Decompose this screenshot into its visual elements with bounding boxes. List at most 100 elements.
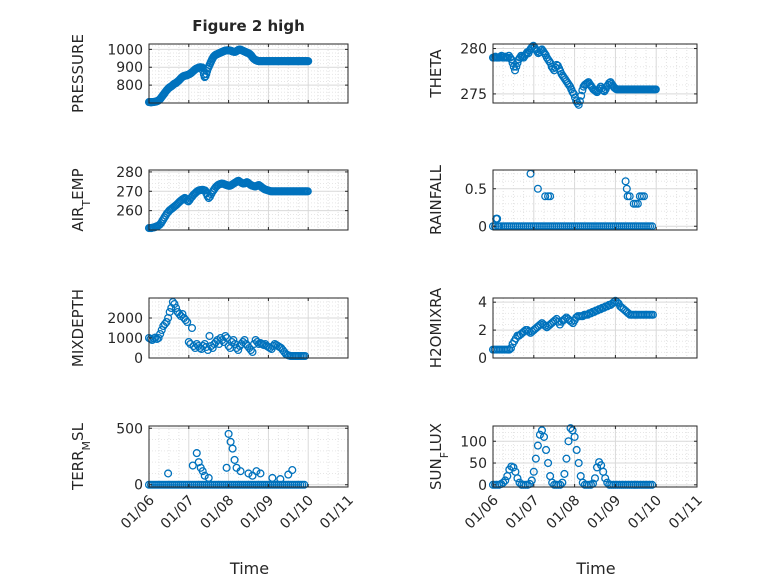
y-tick-label: 260 — [116, 204, 143, 220]
data-markers — [144, 297, 310, 361]
data-point — [208, 343, 217, 353]
data-markers — [144, 45, 313, 107]
y-tick-label: 2 — [478, 323, 487, 339]
data-point — [221, 331, 230, 341]
y-tick-label: 0 — [134, 351, 143, 367]
data-point — [524, 327, 533, 336]
data-point — [541, 321, 550, 330]
y-axis-label: H2OMIXRA — [427, 287, 445, 368]
data-point — [512, 62, 521, 71]
axes-box — [492, 43, 698, 104]
data-point — [564, 80, 573, 89]
data-point — [178, 309, 187, 319]
data-point — [562, 454, 571, 463]
axes-box — [148, 425, 349, 488]
data-point — [566, 424, 575, 433]
data-point — [531, 454, 540, 463]
data-point — [224, 429, 233, 438]
subplot-4: 0 0.5 RAINFALL — [427, 164, 698, 235]
axes-box — [148, 43, 349, 104]
data-point — [236, 467, 245, 476]
data-point — [181, 315, 190, 325]
data-point — [168, 297, 177, 307]
data-point — [560, 314, 569, 323]
data-point — [183, 317, 192, 327]
data-point — [574, 458, 583, 468]
data-point — [541, 192, 550, 201]
data-point — [560, 469, 569, 478]
data-point — [648, 310, 657, 319]
y-axis-label: TERRMSL — [69, 422, 93, 491]
data-point — [188, 461, 197, 470]
data-point — [304, 57, 313, 66]
data-markers — [488, 296, 657, 354]
data-point — [156, 329, 165, 339]
figure-title: Figure 2 high — [192, 17, 305, 35]
data-point — [625, 192, 634, 201]
y-tick-label: 0 — [478, 478, 487, 494]
data-point — [633, 199, 642, 208]
data-point — [200, 471, 209, 480]
data-point — [160, 319, 169, 329]
y-tick-label: 0 — [478, 219, 487, 235]
data-point — [493, 214, 502, 223]
data-point — [499, 53, 509, 62]
data-point — [506, 344, 516, 353]
axes-box — [492, 425, 698, 488]
data-point — [268, 473, 277, 483]
axes-box — [148, 169, 349, 231]
data-point — [172, 303, 181, 313]
y-tick-label: 280 — [460, 42, 487, 58]
data-point — [510, 66, 520, 75]
data-point — [157, 325, 166, 335]
data-point — [175, 309, 184, 319]
data-point — [154, 333, 163, 343]
y-axis-label: PRESSURE — [69, 34, 87, 113]
data-point — [575, 97, 584, 106]
data-point — [570, 432, 579, 441]
data-point — [621, 177, 630, 186]
axes-box — [148, 297, 349, 359]
y-tick-label: 0.5 — [465, 182, 487, 198]
data-point — [501, 476, 510, 485]
data-point — [648, 480, 657, 489]
y-tick-label: 50 — [469, 456, 487, 472]
data-point — [300, 480, 309, 489]
data-point — [558, 478, 567, 487]
y-tick-label: 100 — [460, 434, 487, 450]
y-tick-label: 0 — [134, 478, 143, 494]
data-point — [651, 85, 660, 94]
y-tick-label: 270 — [116, 184, 143, 200]
data-point — [590, 474, 600, 483]
y-tick-label: 2000 — [107, 311, 143, 327]
data-point — [572, 445, 581, 455]
data-point — [240, 335, 249, 345]
y-tick-label: 280 — [116, 165, 143, 181]
data-point — [198, 467, 207, 476]
data-point — [248, 347, 257, 357]
y-tick-label: 800 — [116, 78, 143, 94]
data-point — [639, 192, 649, 201]
data-point — [162, 317, 171, 327]
subplot-5: 0 1000 2000 MIXDEPTH — [69, 289, 349, 367]
data-point — [165, 307, 174, 317]
data-point — [601, 474, 610, 483]
data-point — [600, 87, 609, 96]
data-point — [574, 100, 583, 109]
subplot-3: 260 270 280 AIRTEMP — [69, 165, 349, 233]
y-tick-label: 4 — [478, 295, 487, 311]
x-axis-label: Time — [575, 559, 615, 578]
data-point — [541, 445, 551, 455]
data-point — [513, 474, 522, 483]
data-point — [544, 458, 553, 468]
data-point — [592, 463, 602, 472]
data-point — [276, 475, 285, 484]
data-point — [229, 335, 238, 345]
data-markers — [144, 176, 312, 233]
data-point — [246, 345, 255, 355]
data-point — [546, 192, 555, 201]
data-point — [187, 323, 197, 333]
data-point — [257, 339, 267, 349]
